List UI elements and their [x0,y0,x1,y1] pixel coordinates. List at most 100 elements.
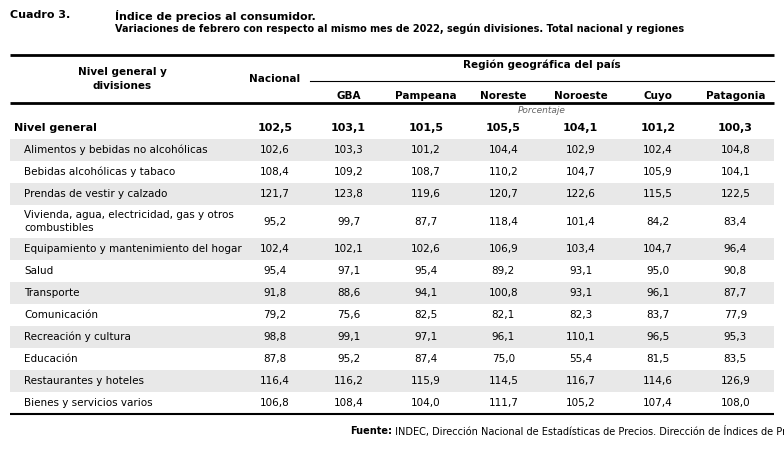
Text: 109,2: 109,2 [334,167,364,177]
Bar [10,205,774,238]
Text: 84,2: 84,2 [646,217,670,227]
Text: Noreste: Noreste [480,91,527,101]
Text: 103,1: 103,1 [331,123,366,133]
Text: 126,9: 126,9 [720,376,750,386]
Text: 110,1: 110,1 [566,332,596,342]
Text: Educación: Educación [24,354,78,364]
Text: 93,1: 93,1 [569,266,592,276]
Bar [10,139,774,161]
Text: Equipamiento y mantenimiento del hogar: Equipamiento y mantenimiento del hogar [24,244,241,254]
Text: Variaciones de febrero con respecto al mismo mes de 2022, según divisiones. Tota: Variaciones de febrero con respecto al m… [115,23,684,34]
Text: 105,2: 105,2 [566,398,596,408]
Text: 87,7: 87,7 [724,288,747,298]
Text: INDEC, Dirección Nacional de Estadísticas de Precios. Dirección de Índices de Pr: INDEC, Dirección Nacional de Estadística… [392,426,784,437]
Text: 83,7: 83,7 [646,310,670,320]
Text: 82,3: 82,3 [569,310,592,320]
Text: 95,0: 95,0 [647,266,670,276]
Text: 104,1: 104,1 [720,167,750,177]
Text: Transporte: Transporte [24,288,79,298]
Text: 116,2: 116,2 [334,376,364,386]
Text: 115,5: 115,5 [643,189,673,199]
Text: Porcentaje: Porcentaje [518,105,566,114]
Text: 82,1: 82,1 [492,310,515,320]
Text: 108,7: 108,7 [411,167,441,177]
Text: 75,0: 75,0 [492,354,515,364]
Text: Cuadro 3.: Cuadro 3. [10,10,71,20]
Text: Patagonia: Patagonia [706,91,765,101]
Bar [10,304,774,326]
Text: 93,1: 93,1 [569,288,592,298]
Text: 100,3: 100,3 [718,123,753,133]
Text: 81,5: 81,5 [646,354,670,364]
Text: 96,5: 96,5 [646,332,670,342]
Text: 99,1: 99,1 [337,332,361,342]
Bar [10,161,774,183]
Text: 123,8: 123,8 [334,189,364,199]
Text: 108,4: 108,4 [260,167,290,177]
Bar [10,117,774,139]
Text: Vivienda, agua, electricidad, gas y otros
combustibles: Vivienda, agua, electricidad, gas y otro… [24,210,234,233]
Text: 104,7: 104,7 [643,244,673,254]
Text: 87,8: 87,8 [263,354,287,364]
Text: 122,5: 122,5 [720,189,750,199]
Text: 106,8: 106,8 [260,398,290,408]
Text: 101,2: 101,2 [411,145,441,155]
Text: 104,0: 104,0 [411,398,441,408]
Text: 119,6: 119,6 [411,189,441,199]
Text: 94,1: 94,1 [415,288,437,298]
Text: 102,6: 102,6 [411,244,441,254]
Text: 104,8: 104,8 [720,145,750,155]
Text: 120,7: 120,7 [488,189,518,199]
Text: Comunicación: Comunicación [24,310,98,320]
Text: Nacional: Nacional [249,74,300,84]
Text: 87,7: 87,7 [415,217,437,227]
Text: 96,4: 96,4 [724,244,747,254]
Text: 114,6: 114,6 [643,376,673,386]
Text: 102,6: 102,6 [260,145,290,155]
Text: GBA: GBA [336,91,361,101]
Bar [10,392,774,414]
Text: 79,2: 79,2 [263,310,287,320]
Text: Índice de precios al consumidor.: Índice de precios al consumidor. [115,10,316,22]
Text: Alimentos y bebidas no alcohólicas: Alimentos y bebidas no alcohólicas [24,145,208,155]
Text: Nivel general: Nivel general [14,123,97,133]
Text: 95,2: 95,2 [337,354,361,364]
Text: 96,1: 96,1 [492,332,515,342]
Text: Bebidas alcohólicas y tabaco: Bebidas alcohólicas y tabaco [24,167,176,177]
Text: 82,5: 82,5 [415,310,437,320]
Text: 102,1: 102,1 [334,244,364,254]
Text: 115,9: 115,9 [411,376,441,386]
Text: Cuyo: Cuyo [644,91,673,101]
Text: 95,2: 95,2 [263,217,287,227]
Text: 95,3: 95,3 [724,332,747,342]
Text: 97,1: 97,1 [337,266,361,276]
Text: 83,4: 83,4 [724,217,747,227]
Text: Nivel general y
divisiones: Nivel general y divisiones [78,67,167,91]
Text: 98,8: 98,8 [263,332,287,342]
Text: 104,1: 104,1 [563,123,598,133]
Text: 102,4: 102,4 [260,244,290,254]
Text: 107,4: 107,4 [643,398,673,408]
Text: 102,9: 102,9 [566,145,596,155]
Text: 111,7: 111,7 [488,398,518,408]
Text: 105,9: 105,9 [643,167,673,177]
Text: 110,2: 110,2 [488,167,518,177]
Text: 90,8: 90,8 [724,266,747,276]
Bar [10,238,774,260]
Text: 104,7: 104,7 [566,167,596,177]
Text: 95,4: 95,4 [263,266,287,276]
Text: Prendas de vestir y calzado: Prendas de vestir y calzado [24,189,167,199]
Text: 101,5: 101,5 [408,123,444,133]
Text: 122,6: 122,6 [566,189,596,199]
Bar [10,282,774,304]
Text: Fuente:: Fuente: [350,426,392,436]
Text: 100,8: 100,8 [488,288,518,298]
Text: 106,9: 106,9 [488,244,518,254]
Text: 95,4: 95,4 [415,266,437,276]
Text: 89,2: 89,2 [492,266,515,276]
Text: 83,5: 83,5 [724,354,747,364]
Text: 99,7: 99,7 [337,217,361,227]
Text: 88,6: 88,6 [337,288,361,298]
Text: 97,1: 97,1 [415,332,437,342]
Text: 77,9: 77,9 [724,310,747,320]
